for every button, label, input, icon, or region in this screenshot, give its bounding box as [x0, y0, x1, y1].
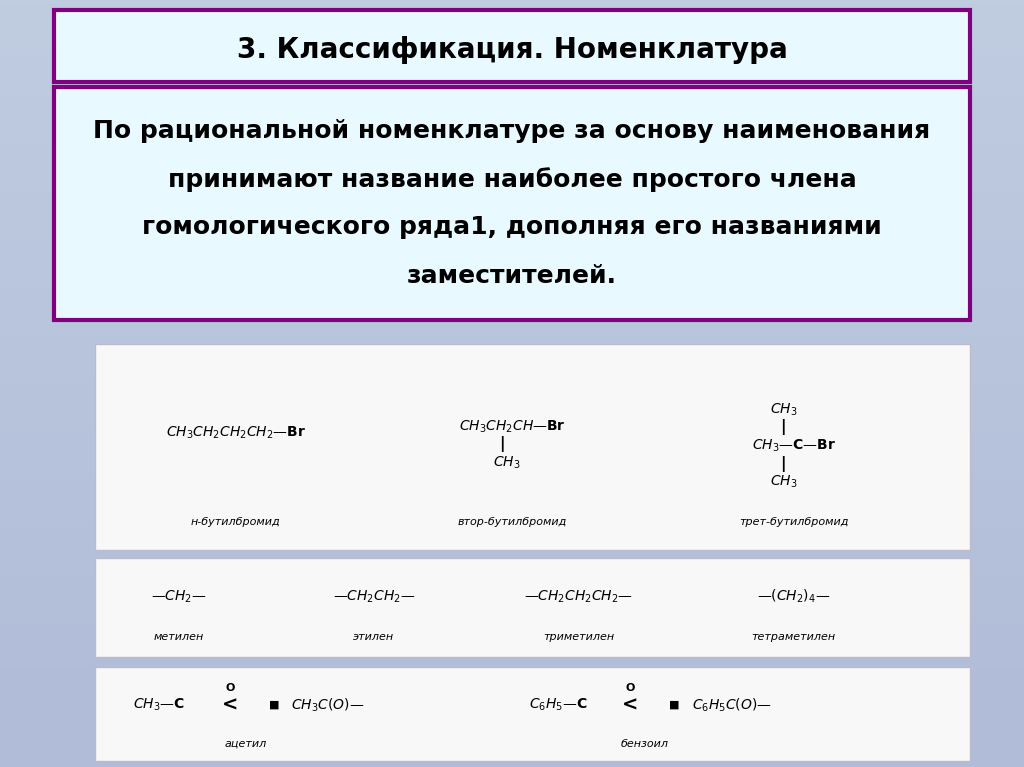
Text: ■: ■ — [669, 700, 679, 710]
Text: втор-бутилбромид: втор-бутилбромид — [458, 517, 566, 527]
Text: <: < — [222, 696, 239, 715]
Text: —$CH_2$—: —$CH_2$— — [152, 588, 207, 604]
Text: $CH_3$: $CH_3$ — [770, 402, 797, 418]
Text: O: O — [625, 683, 635, 693]
Text: —$CH_2CH_2CH_2$—: —$CH_2CH_2CH_2$— — [524, 588, 633, 604]
Text: По рациональной номенклатуре за основу наименования: По рациональной номенклатуре за основу н… — [93, 119, 931, 143]
Text: ацетил: ацетил — [224, 739, 267, 749]
Text: гомологического ряда1, дополняя его названиями: гомологического ряда1, дополняя его назв… — [142, 216, 882, 239]
Text: $C_6H_5C(O)$—: $C_6H_5C(O)$— — [692, 696, 772, 714]
Text: 3. Классификация. Номенклатура: 3. Классификация. Номенклатура — [237, 36, 787, 64]
Text: принимают название наиболее простого члена: принимают название наиболее простого чле… — [168, 166, 856, 192]
Text: $CH_3CH_2CH_2CH_2$—Br: $CH_3CH_2CH_2CH_2$—Br — [166, 424, 305, 441]
Text: бензоил: бензоил — [622, 739, 669, 749]
Text: заместителей.: заместителей. — [407, 264, 617, 288]
Text: тетраметилен: тетраметилен — [752, 631, 836, 642]
FancyBboxPatch shape — [95, 667, 970, 761]
Text: метилен: метилен — [154, 631, 205, 642]
Text: $CH_3CH_2CH$—Br: $CH_3CH_2CH$—Br — [459, 418, 565, 435]
FancyBboxPatch shape — [54, 10, 970, 82]
Text: н-бутилбромид: н-бутилбромид — [190, 517, 281, 527]
Text: $CH_3$: $CH_3$ — [494, 455, 520, 471]
FancyBboxPatch shape — [95, 558, 970, 657]
Text: триметилен: триметилен — [543, 631, 614, 642]
FancyBboxPatch shape — [54, 87, 970, 320]
FancyBboxPatch shape — [95, 344, 970, 550]
Text: |: | — [499, 436, 505, 452]
Text: —$(CH_2)_4$—: —$(CH_2)_4$— — [757, 588, 830, 605]
Text: этилен: этилен — [353, 631, 394, 642]
Text: ■: ■ — [269, 700, 280, 710]
Text: O: O — [225, 683, 236, 693]
Text: трет-бутилбромид: трет-бутилбромид — [739, 517, 848, 527]
Text: $CH_3$—C: $CH_3$—C — [133, 697, 184, 713]
Text: <: < — [622, 696, 638, 715]
Text: $CH_3$: $CH_3$ — [770, 474, 797, 490]
Text: $CH_3C(O)$—: $CH_3C(O)$— — [291, 696, 365, 714]
Text: $C_6H_5$—C: $C_6H_5$—C — [528, 697, 588, 713]
Text: |: | — [780, 420, 786, 436]
Text: $CH_3$—C—Br: $CH_3$—C—Br — [752, 437, 836, 454]
Text: |: | — [780, 456, 786, 472]
Text: —$CH_2CH_2$—: —$CH_2CH_2$— — [333, 588, 415, 604]
